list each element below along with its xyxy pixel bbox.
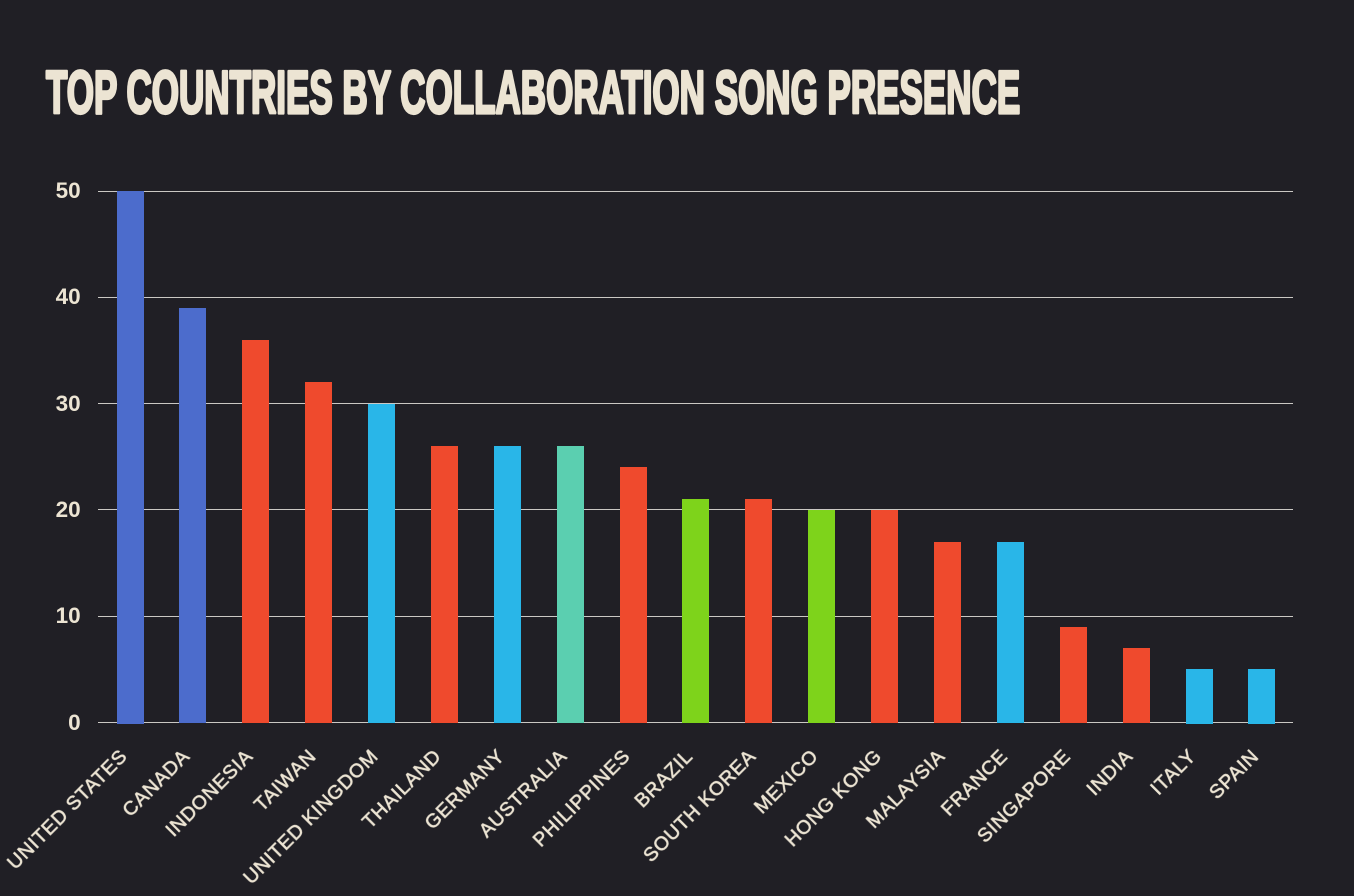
svg-text:TOP COUNTRIES BY COLLABORATION: TOP COUNTRIES BY COLLABORATION SONG PRES…	[46, 59, 1020, 126]
svg-text:TOP COUNTRIES BY COLLABORATION: TOP COUNTRIES BY COLLABORATION SONG PRES…	[46, 59, 1020, 126]
